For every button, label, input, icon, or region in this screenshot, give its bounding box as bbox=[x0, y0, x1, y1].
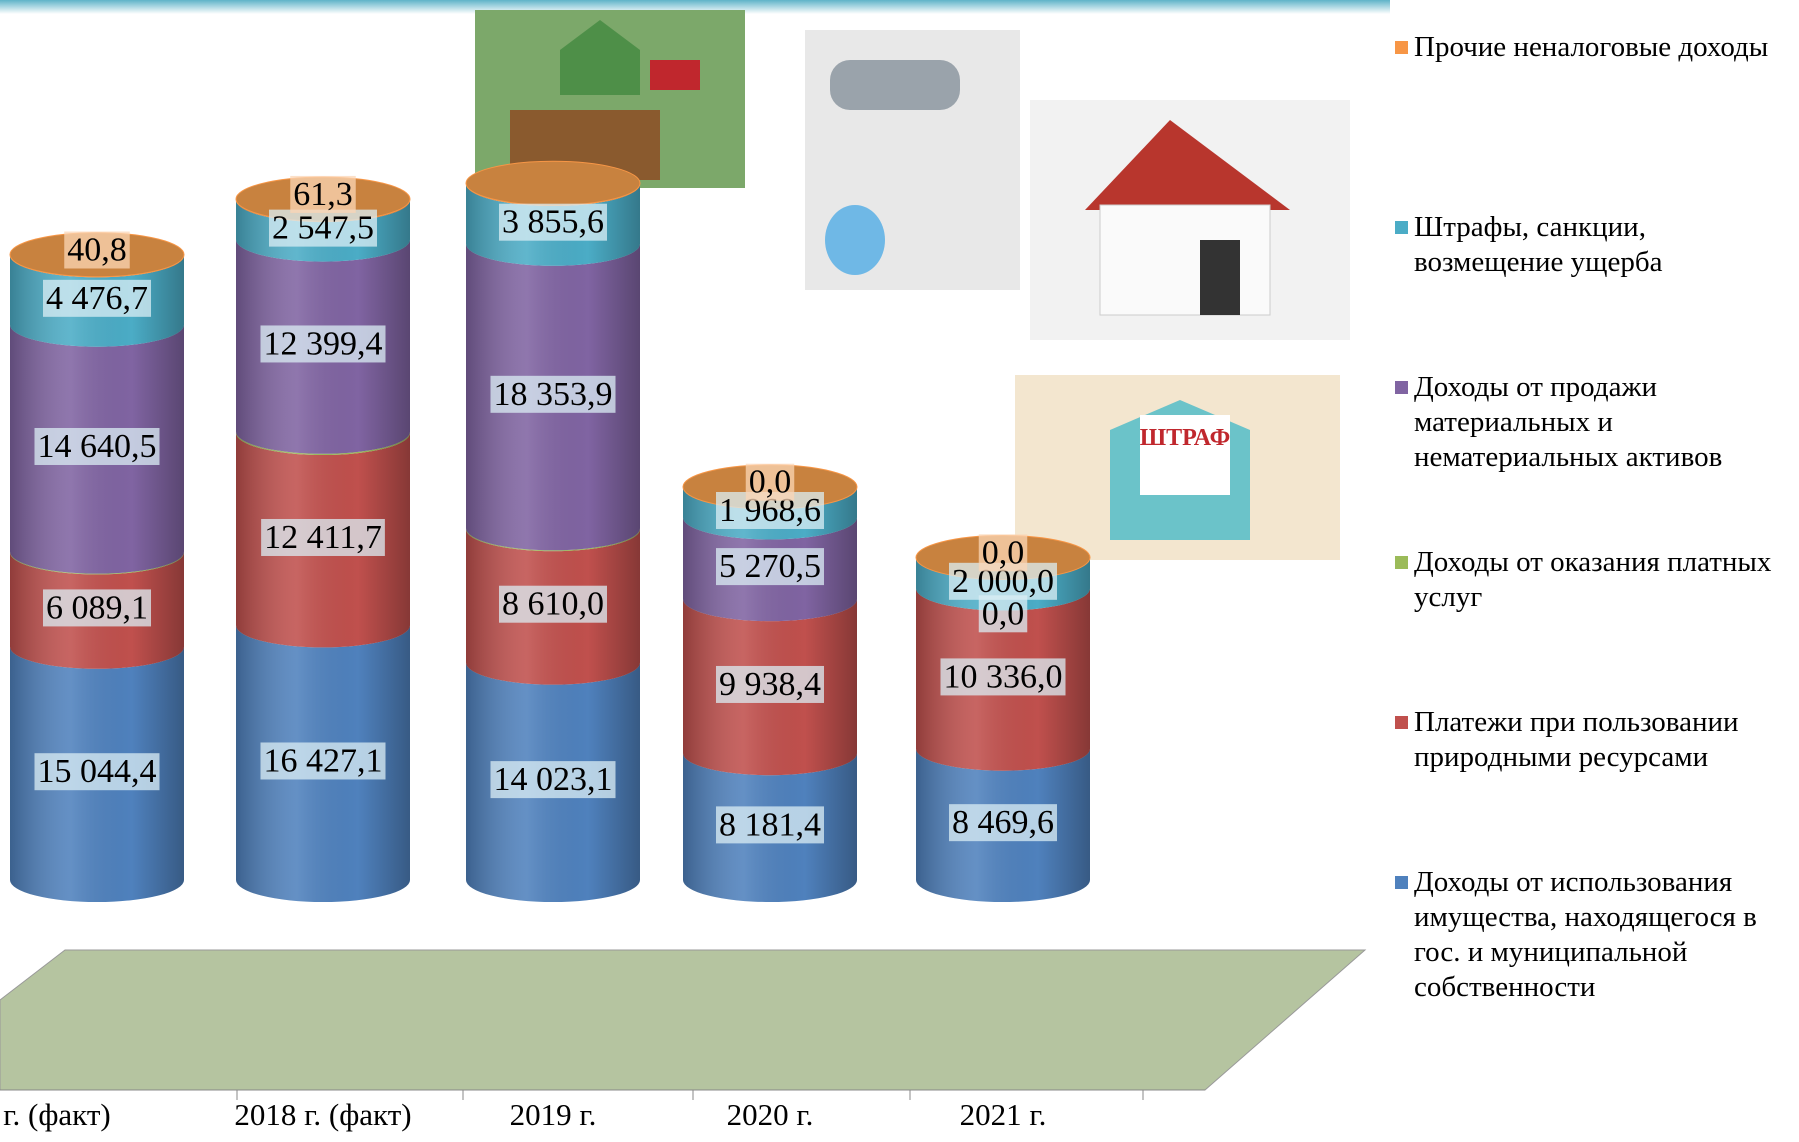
value-label-group: 40,8 bbox=[64, 232, 130, 269]
legend-label: Доходы от использования имущества, наход… bbox=[1414, 865, 1795, 1005]
picture-house bbox=[1030, 100, 1350, 340]
value-label-group: 2 547,5 bbox=[269, 210, 377, 247]
value-label: 8 610,0 bbox=[502, 586, 604, 623]
x-tick-label: г. (факт) bbox=[3, 1097, 110, 1132]
cylinder-top bbox=[466, 161, 640, 205]
x-tick-label: 2018 г. (факт) bbox=[234, 1097, 411, 1132]
value-label: 0,0 bbox=[982, 595, 1025, 632]
legend-item: Прочие неналоговые доходы bbox=[1395, 30, 1795, 65]
legend-marker bbox=[1395, 716, 1408, 729]
legend-item: Платежи при пользовании природными ресур… bbox=[1395, 705, 1795, 775]
value-label-group: 8 469,6 bbox=[949, 804, 1057, 841]
legend-label: Доходы от оказания платных услуг bbox=[1414, 545, 1795, 615]
picture-tap bbox=[805, 30, 1020, 290]
value-label: 0,0 bbox=[982, 534, 1025, 571]
value-label-group: 14 023,1 bbox=[491, 761, 616, 798]
value-label: 40,8 bbox=[67, 232, 127, 269]
legend-item: Доходы от продажи материальных и нематер… bbox=[1395, 370, 1795, 475]
value-label-group: 16 427,1 bbox=[261, 742, 386, 779]
value-label: 8 469,6 bbox=[952, 804, 1054, 841]
value-label: 2 547,5 bbox=[272, 210, 374, 247]
legend-label: Прочие неналоговые доходы bbox=[1414, 30, 1768, 65]
value-label-group: 10 336,0 bbox=[941, 658, 1066, 695]
value-label: 18 353,9 bbox=[494, 376, 613, 413]
legend-marker bbox=[1395, 41, 1408, 54]
value-label-group: 0,0 bbox=[979, 595, 1028, 632]
picture-fine: ШТРАФ bbox=[1015, 375, 1340, 560]
value-label-group: 61,3 bbox=[290, 176, 356, 213]
svg-text:ШТРАФ: ШТРАФ bbox=[1140, 425, 1230, 451]
value-label: 14 023,1 bbox=[494, 761, 613, 798]
value-label-group: 6 089,1 bbox=[43, 589, 151, 626]
value-label: 8 181,4 bbox=[719, 806, 821, 843]
value-label: 9 938,4 bbox=[719, 666, 821, 703]
page: ШТРАФ 15 044,4 6 089,1 14 640,5 4 476,7 40,8… bbox=[0, 0, 1799, 1142]
cylinder-shade bbox=[10, 255, 184, 902]
value-label-group: 3 855,6 bbox=[499, 204, 607, 241]
legend-label: Доходы от продажи материальных и нематер… bbox=[1414, 370, 1795, 475]
legend-item: Штрафы, санкции, возмещение ущерба bbox=[1395, 210, 1795, 280]
value-label: 5 270,5 bbox=[719, 548, 821, 585]
value-label-group: 12 399,4 bbox=[261, 325, 386, 362]
value-label-group: 8 181,4 bbox=[716, 806, 824, 843]
value-label: 15 044,4 bbox=[38, 753, 157, 790]
legend-marker bbox=[1395, 876, 1408, 889]
value-label-group: 0,0 bbox=[979, 534, 1028, 571]
legend-marker bbox=[1395, 556, 1408, 569]
legend-marker bbox=[1395, 221, 1408, 234]
value-label-group: 5 270,5 bbox=[716, 548, 824, 585]
floor bbox=[0, 950, 1365, 1090]
picture-land bbox=[475, 10, 745, 188]
value-label-group: 4 476,7 bbox=[43, 280, 151, 317]
value-label-group: 8 610,0 bbox=[499, 586, 607, 623]
value-label: 12 399,4 bbox=[264, 325, 383, 362]
value-label-group: 14 640,5 bbox=[35, 428, 160, 465]
value-label-group: 18 353,9 bbox=[491, 376, 616, 413]
value-label: 10 336,0 bbox=[944, 658, 1063, 695]
legend-item: Доходы от оказания платных услуг bbox=[1395, 545, 1795, 615]
legend-label: Штрафы, санкции, возмещение ущерба bbox=[1414, 210, 1795, 280]
value-label-group: 9 938,4 bbox=[716, 666, 824, 703]
value-label-group: 12 411,7 bbox=[261, 519, 385, 556]
legend-item: Доходы от использования имущества, наход… bbox=[1395, 865, 1795, 1005]
value-label-group: 0,0 bbox=[746, 464, 795, 501]
value-label: 0,0 bbox=[749, 464, 792, 501]
value-label: 3 855,6 bbox=[502, 204, 604, 241]
value-label: 6 089,1 bbox=[46, 589, 148, 626]
value-label-group: 15 044,4 bbox=[35, 753, 160, 790]
value-label: 14 640,5 bbox=[38, 428, 157, 465]
x-tick-label: 2021 г. bbox=[960, 1097, 1047, 1132]
value-label: 16 427,1 bbox=[264, 742, 383, 779]
value-label: 61,3 bbox=[293, 176, 353, 213]
legend-marker bbox=[1395, 381, 1408, 394]
x-tick-label: 2020 г. bbox=[727, 1097, 814, 1132]
legend-label: Платежи при пользовании природными ресур… bbox=[1414, 705, 1795, 775]
value-label: 12 411,7 bbox=[264, 519, 382, 556]
value-label: 4 476,7 bbox=[46, 280, 148, 317]
chart: ШТРАФ 15 044,4 6 089,1 14 640,5 4 476,7 40,8… bbox=[0, 0, 1390, 1142]
x-tick-label: 2019 г. bbox=[510, 1097, 597, 1132]
